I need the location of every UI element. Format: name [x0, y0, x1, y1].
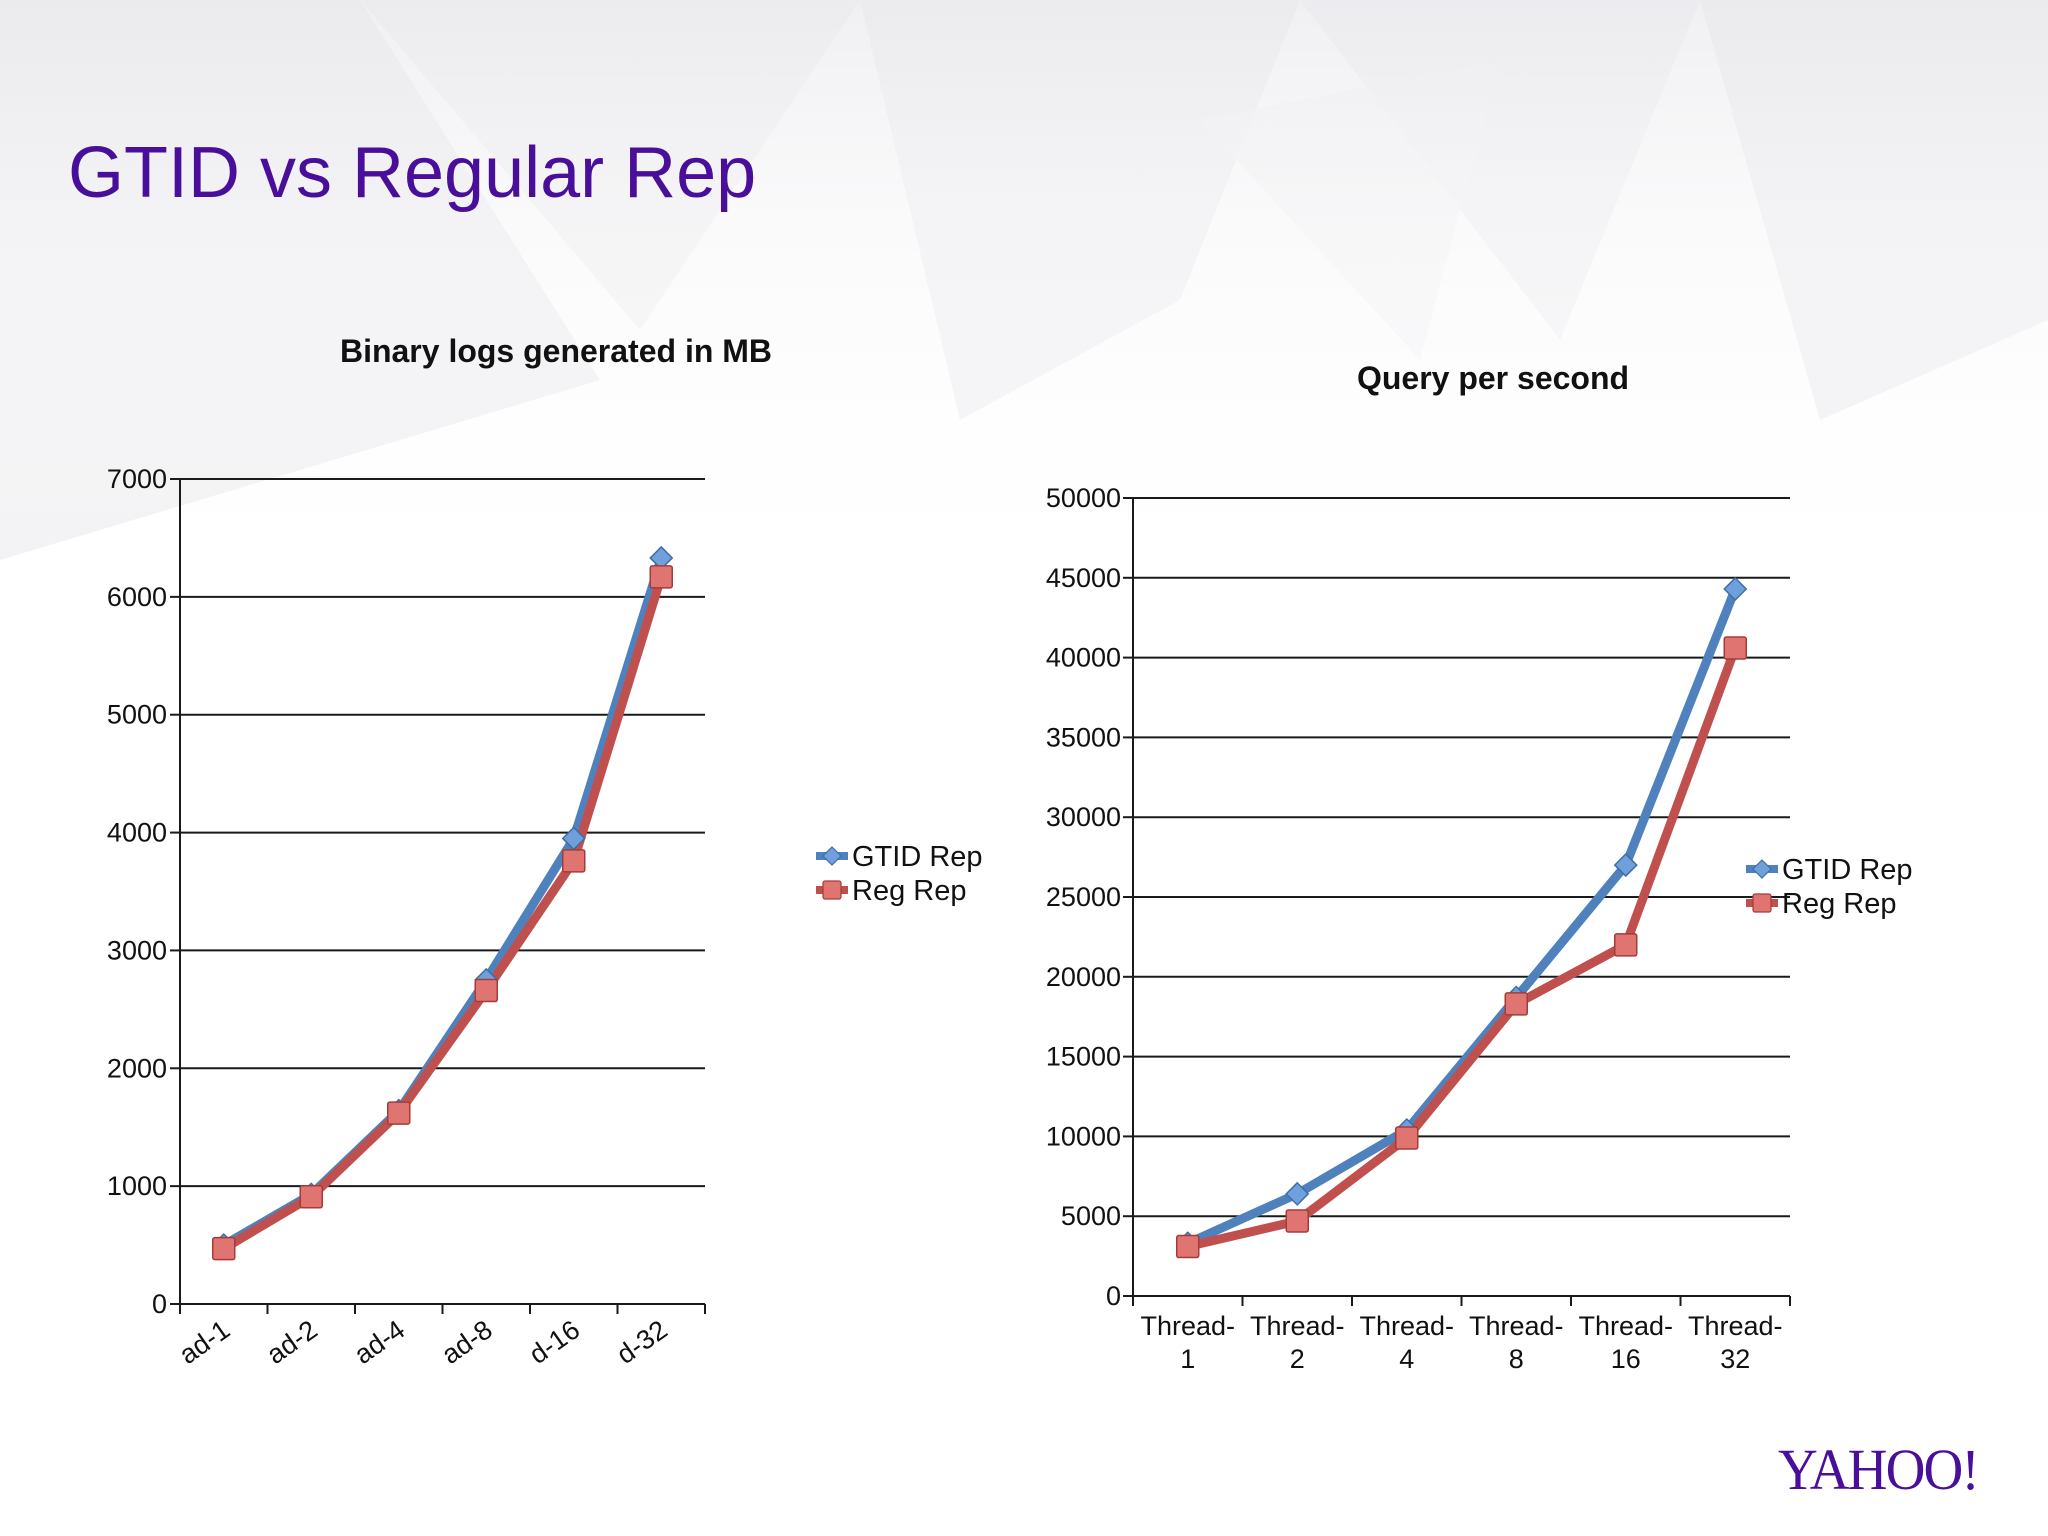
- reg-data-point: [299, 1185, 323, 1209]
- legend-marker: [1752, 859, 1772, 879]
- y-tick-label: 35000: [1046, 722, 1121, 752]
- y-tick-label: 10000: [1046, 1121, 1121, 1151]
- reg-data-point: [474, 978, 498, 1003]
- legend-label: GTID Rep: [852, 841, 983, 873]
- y-tick-label: 0: [152, 1289, 167, 1319]
- y-tick-label: 50000: [1046, 483, 1121, 513]
- reg-data-point: [562, 849, 586, 873]
- x-tick-label: Thread-2: [1250, 1311, 1345, 1374]
- reg-data-point: [1723, 636, 1747, 660]
- reg-data-point: [212, 1236, 236, 1261]
- y-tick-label: 5000: [107, 700, 167, 730]
- x-tick-label: Thread-1: [1140, 1311, 1235, 1374]
- series-line-gtid: [1183, 584, 1740, 1248]
- yahoo-logo: YAHOO!: [1778, 1437, 1980, 1502]
- y-tick-label: 4000: [107, 818, 167, 848]
- x-tick-label: Thread-16: [1578, 1311, 1673, 1374]
- reg-data-point: [1285, 1209, 1309, 1233]
- reg-data-point: [649, 565, 673, 589]
- chart-title: Query per second: [1357, 360, 1629, 396]
- y-tick-label: 0: [1106, 1281, 1121, 1311]
- slide-title: GTID vs Regular Rep: [68, 133, 757, 213]
- gtid-data-point: [1285, 1181, 1310, 1206]
- legend-label: GTID Rep: [1782, 854, 1913, 886]
- x-tick-label: Thread-8: [1469, 1311, 1564, 1374]
- y-tick-label: 30000: [1046, 802, 1121, 832]
- legend-label: Reg Rep: [852, 875, 966, 907]
- reg-data-point: [1504, 992, 1528, 1016]
- y-tick-label: 15000: [1046, 1042, 1121, 1072]
- y-tick-label: 5000: [1061, 1201, 1121, 1231]
- gtid-data-point: [1613, 853, 1638, 878]
- y-tick-label: 20000: [1046, 962, 1121, 992]
- gtid-data-point: [1723, 576, 1748, 602]
- legend-label: Reg Rep: [1782, 888, 1896, 920]
- y-tick-label: 3000: [107, 935, 167, 965]
- y-tick-label: 2000: [107, 1053, 167, 1083]
- legend-marker: [822, 846, 842, 866]
- reg-data-point: [387, 1101, 411, 1125]
- legend-marker: [1752, 893, 1772, 913]
- y-tick-label: 1000: [107, 1171, 167, 1201]
- legend-marker: [822, 880, 842, 900]
- y-tick-label: 25000: [1046, 882, 1121, 912]
- reg-data-point: [1395, 1126, 1419, 1150]
- series-line-reg: [219, 572, 666, 1254]
- reg-data-point: [1176, 1234, 1200, 1259]
- y-tick-label: 40000: [1046, 643, 1121, 673]
- x-tick-label: Thread-4: [1359, 1311, 1454, 1374]
- y-tick-label: 45000: [1046, 563, 1121, 593]
- y-tick-label: 6000: [107, 582, 167, 612]
- x-tick-label: Thread-32: [1688, 1311, 1783, 1374]
- y-tick-label: 7000: [107, 464, 167, 494]
- series-line-reg: [1183, 643, 1740, 1252]
- chart-title: Binary logs generated in MB: [340, 333, 772, 369]
- reg-data-point: [1614, 933, 1638, 957]
